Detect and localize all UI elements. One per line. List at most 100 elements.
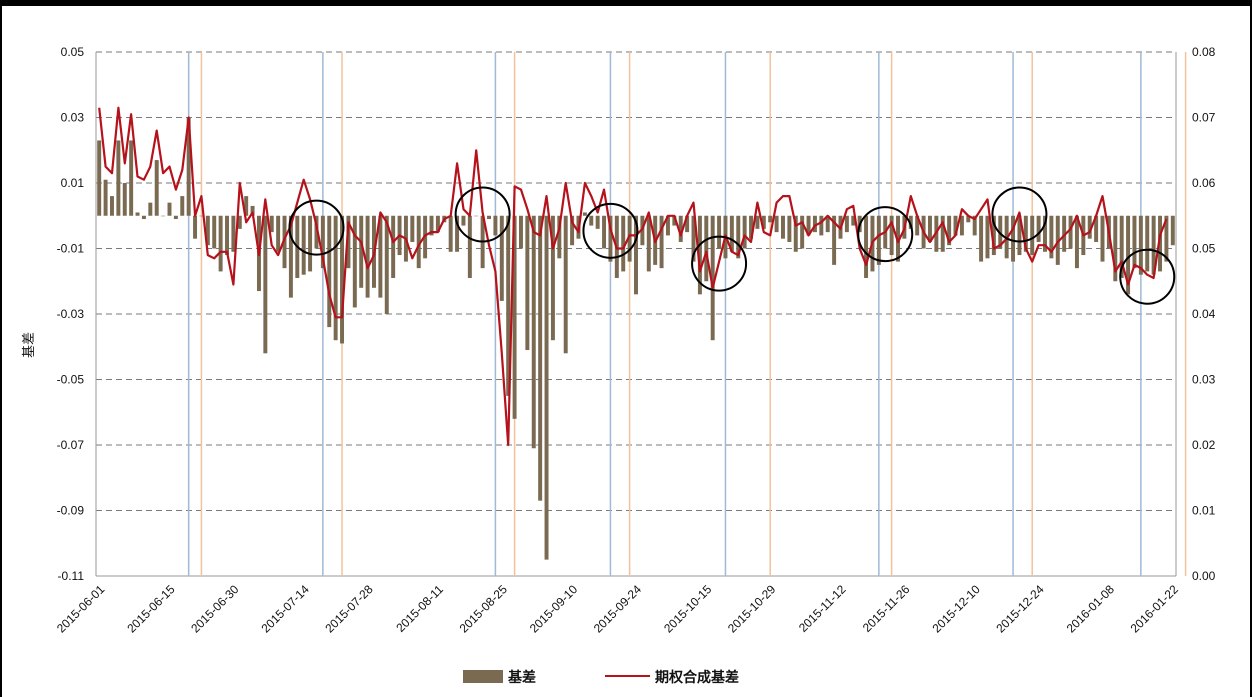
right-border (1250, 6, 1252, 697)
bar (1023, 215, 1028, 252)
bar (755, 215, 760, 229)
x-tick-label: 2015-11-12 (796, 582, 849, 635)
x-tick-label: 2015-10-29 (725, 582, 779, 636)
bar (263, 215, 268, 354)
bar (474, 215, 479, 217)
y-left-tick-label: -0.01 (57, 242, 85, 256)
highlight-circle (454, 186, 511, 243)
y-right-tick-label: 0.08 (1192, 45, 1216, 59)
bar (1126, 215, 1131, 295)
highlight-circle (288, 199, 345, 256)
bar (391, 215, 396, 278)
bar (129, 140, 134, 216)
bar (979, 215, 984, 262)
bar (550, 215, 555, 341)
y-left-tick-label: -0.11 (58, 569, 85, 583)
bar (244, 196, 249, 216)
bar (812, 215, 817, 233)
bar (749, 215, 754, 239)
bar (947, 215, 952, 246)
x-tick-label: 2015-06-30 (188, 582, 242, 636)
bar (301, 215, 306, 275)
bar (346, 215, 351, 269)
bar (621, 215, 626, 272)
bar (806, 215, 811, 236)
bar (793, 215, 798, 252)
y-left-tick-label: -0.09 (57, 504, 85, 518)
highlight-circle (991, 186, 1048, 243)
bar (320, 215, 325, 269)
y-left-tick-label: 0.01 (61, 176, 85, 190)
x-tick-label: 2015-07-14 (259, 582, 313, 636)
bar (340, 215, 345, 344)
bar (768, 215, 773, 223)
bar (455, 215, 460, 252)
y-right-tick-label: 0.04 (1192, 307, 1216, 321)
bar (410, 215, 415, 242)
y-right-tick-label: 0.01 (1192, 504, 1216, 518)
bar (429, 215, 434, 236)
bar (448, 215, 453, 252)
bar (1068, 215, 1073, 249)
bar (570, 215, 575, 246)
bar (384, 215, 389, 314)
bar (1043, 215, 1047, 252)
bar (1113, 215, 1118, 282)
bar (1062, 215, 1067, 252)
highlight-circle (582, 202, 639, 259)
bar (1138, 215, 1143, 275)
bar (269, 215, 274, 233)
bar (908, 215, 913, 229)
bar (704, 215, 709, 282)
left-border (0, 6, 2, 697)
bar (544, 215, 549, 560)
bar (122, 183, 127, 216)
y-left-tick-label: 0.05 (61, 45, 85, 59)
bar (557, 215, 562, 259)
bar (589, 215, 594, 226)
bar (250, 205, 255, 216)
bar (154, 160, 159, 216)
x-tick-label: 2015-06-01 (54, 582, 108, 636)
bar (608, 215, 613, 262)
bar (1074, 215, 1079, 269)
bar (237, 215, 242, 229)
y-left-tick-label: -0.05 (57, 373, 85, 387)
bar (889, 215, 894, 256)
bar (672, 215, 677, 226)
bar (602, 215, 607, 249)
x-tick-label: 2015-11-26 (860, 582, 913, 635)
bar (1055, 215, 1060, 265)
y-right-tick-label: 0.02 (1192, 438, 1216, 452)
bar (595, 215, 600, 229)
legend-label-line: 期权合成基差 (655, 669, 739, 686)
line-series (98, 106, 1168, 447)
bar (685, 215, 690, 233)
bar (186, 117, 191, 216)
bar (774, 215, 779, 233)
bar (173, 215, 178, 220)
bar (180, 196, 185, 216)
bar (97, 140, 102, 216)
bar (959, 215, 964, 236)
bar (461, 215, 466, 226)
bar (800, 215, 805, 249)
y-axis-label: 基差 (22, 332, 37, 358)
bar (314, 215, 319, 249)
bar (276, 215, 281, 252)
x-tick-label: 2016-01-22 (1128, 582, 1182, 636)
bar (761, 215, 766, 229)
bar (627, 215, 632, 262)
legend-label-bar: 基差 (508, 669, 536, 686)
bar (646, 215, 651, 272)
bar (1017, 215, 1022, 256)
x-tick-label: 2016-01-08 (1064, 582, 1118, 636)
bar (781, 215, 785, 239)
bar (435, 215, 440, 233)
bar (825, 215, 830, 233)
bar (717, 215, 722, 249)
x-tick-label: 2015-07-28 (322, 582, 376, 636)
x-tick-label: 2015-12-10 (930, 582, 984, 636)
bar (416, 215, 421, 269)
